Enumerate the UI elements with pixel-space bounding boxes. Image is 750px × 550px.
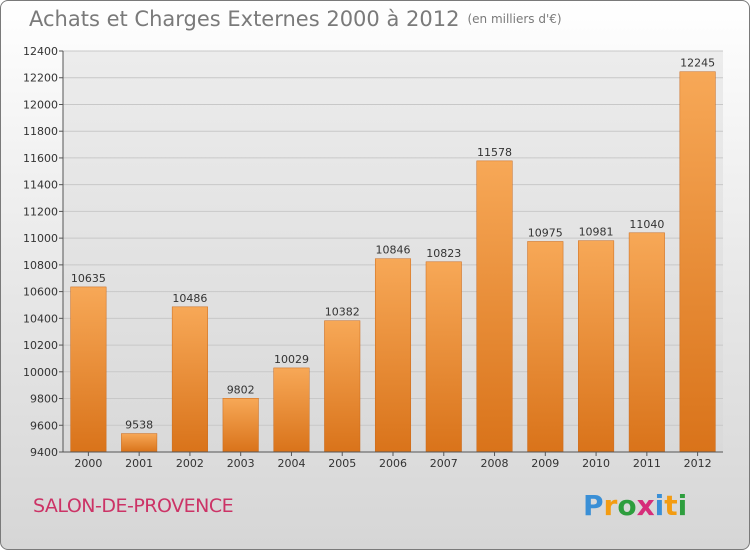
y-tick-label: 10000	[23, 366, 58, 379]
bar-value-label: 9538	[125, 419, 153, 432]
bar-2002	[171, 306, 208, 453]
logo-letter: P	[583, 489, 604, 522]
bar-value-label: 10823	[426, 247, 461, 260]
logo-letter: i	[677, 489, 688, 522]
bar-value-label: 10382	[325, 306, 360, 319]
bar-2011	[628, 232, 665, 453]
chart-title: Achats et Charges Externes 2000 à 2012 (e…	[29, 7, 562, 31]
y-tick-label: 12000	[23, 98, 58, 111]
logo-letter: r	[603, 489, 618, 522]
bar-2012	[679, 71, 716, 453]
y-tick-label: 11400	[23, 179, 58, 192]
bar-value-label: 10635	[71, 272, 106, 285]
x-tick-label: 2001	[125, 457, 153, 470]
y-tick-label: 9800	[30, 393, 58, 406]
chart-subtitle: (en milliers d'€)	[467, 12, 562, 26]
y-tick-label: 11200	[23, 205, 58, 218]
y-tick-label: 10600	[23, 286, 58, 299]
city-name: SALON-DE-PROVENCE	[33, 495, 234, 517]
bar-value-label: 10486	[172, 292, 207, 305]
x-tick-label: 2003	[227, 457, 255, 470]
bar-2006	[374, 258, 412, 453]
x-tick-label: 2011	[633, 457, 661, 470]
bar-2000	[70, 286, 107, 453]
x-tick-label: 2007	[430, 457, 458, 470]
bar-value-label: 10846	[376, 244, 411, 257]
bar-2005	[324, 320, 361, 453]
bar-2010	[578, 240, 615, 453]
bar-value-label: 9802	[227, 383, 255, 396]
bar-value-label: 10981	[579, 226, 614, 239]
y-tick-label: 9400	[30, 446, 58, 459]
bar-value-label: 11040	[629, 218, 664, 231]
bar-2003	[222, 398, 259, 453]
bar-2009	[527, 241, 564, 453]
proxiti-logo: Proxiti	[583, 489, 687, 522]
x-tick-label: 2000	[74, 457, 102, 470]
logo-letter: x	[636, 489, 655, 522]
bar-2008	[476, 160, 513, 453]
bar-value-label: 11578	[477, 146, 512, 159]
x-tick-label: 2002	[176, 457, 204, 470]
x-tick-label: 2004	[277, 457, 305, 470]
logo-letter: i	[654, 489, 665, 522]
bar-value-label: 10975	[528, 226, 563, 239]
x-tick-label: 2006	[379, 457, 407, 470]
bar-value-label: 10029	[274, 353, 309, 366]
x-tick-label: 2010	[582, 457, 610, 470]
x-tick-label: 2005	[328, 457, 356, 470]
y-tick-label: 12200	[23, 72, 58, 85]
logo-letter: t	[664, 489, 678, 522]
bar-2004	[273, 367, 310, 453]
x-tick-label: 2009	[531, 457, 559, 470]
y-tick-label: 11600	[23, 152, 58, 165]
bar-2007	[425, 261, 462, 453]
y-tick-label: 11000	[23, 232, 58, 245]
chart-title-text: Achats et Charges Externes 2000 à 2012	[29, 7, 460, 31]
y-tick-label: 12400	[23, 45, 58, 58]
y-tick-label: 10200	[23, 339, 58, 352]
y-tick-label: 10800	[23, 259, 58, 272]
bar-value-label: 12245	[680, 57, 715, 70]
x-tick-label: 2008	[481, 457, 509, 470]
bar-2001	[121, 433, 158, 453]
x-tick-label: 2012	[684, 457, 712, 470]
logo-letter: o	[617, 489, 637, 522]
y-tick-label: 11800	[23, 125, 58, 138]
y-tick-label: 10400	[23, 312, 58, 325]
y-tick-label: 9600	[30, 419, 58, 432]
